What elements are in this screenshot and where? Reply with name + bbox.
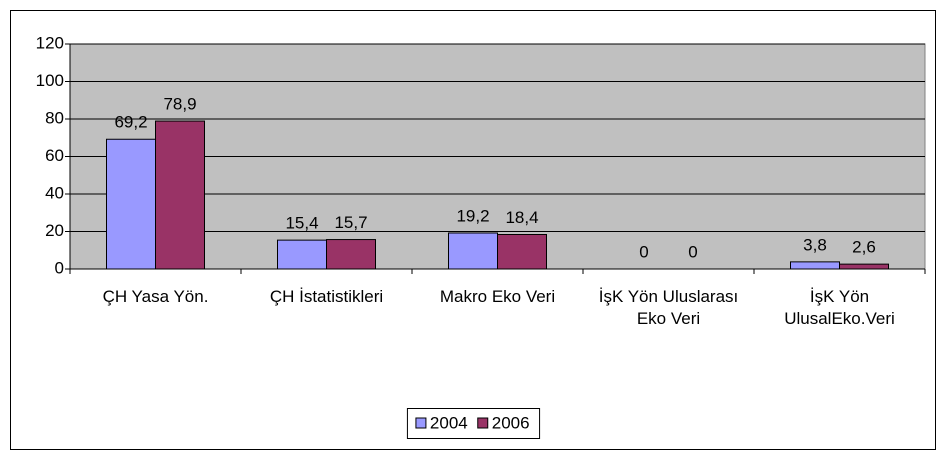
- data-label: 2,6: [852, 238, 876, 257]
- data-label: 78,9: [163, 95, 196, 114]
- x-tick-label: ÇH İstatistikleri: [270, 287, 383, 306]
- x-tick-label: İşK Yön Uluslarası Eko Veri: [599, 287, 739, 328]
- bar: [155, 120, 205, 270]
- data-label: 18,4: [505, 208, 538, 227]
- legend: 2004 2006: [406, 408, 541, 439]
- bar: [448, 232, 498, 270]
- data-label: 15,7: [334, 213, 367, 232]
- bar: [839, 263, 889, 270]
- y-tick-label: 80: [45, 108, 64, 127]
- y-tick-label: 40: [45, 183, 64, 202]
- bar: [106, 138, 156, 270]
- legend-swatch: [415, 417, 427, 429]
- x-tick-label: Makro Eko Veri: [440, 287, 555, 306]
- legend-swatch: [477, 417, 489, 429]
- bar: [497, 234, 547, 270]
- data-label: 0: [688, 242, 697, 261]
- data-label: 0: [639, 242, 648, 261]
- data-label: 69,2: [114, 113, 147, 132]
- y-tick-label: 100: [36, 71, 64, 90]
- bar: [790, 261, 840, 270]
- legend-label: 2006: [492, 413, 530, 432]
- data-label: 19,2: [456, 206, 489, 225]
- y-tick-label: 20: [45, 221, 64, 240]
- x-tick-label: ÇH Yasa Yön.: [103, 287, 209, 306]
- y-tick-label: 0: [55, 258, 64, 277]
- data-label: 3,8: [803, 235, 827, 254]
- legend-box: [406, 408, 541, 439]
- legend-label: 2004: [430, 413, 468, 432]
- bar: [326, 239, 376, 270]
- x-tick-label: İşK Yön UlusalEko.Veri: [784, 287, 895, 328]
- data-label: 15,4: [285, 214, 318, 233]
- y-tick-label: 120: [36, 33, 64, 52]
- bar: [277, 239, 327, 270]
- y-tick-label: 60: [45, 146, 64, 165]
